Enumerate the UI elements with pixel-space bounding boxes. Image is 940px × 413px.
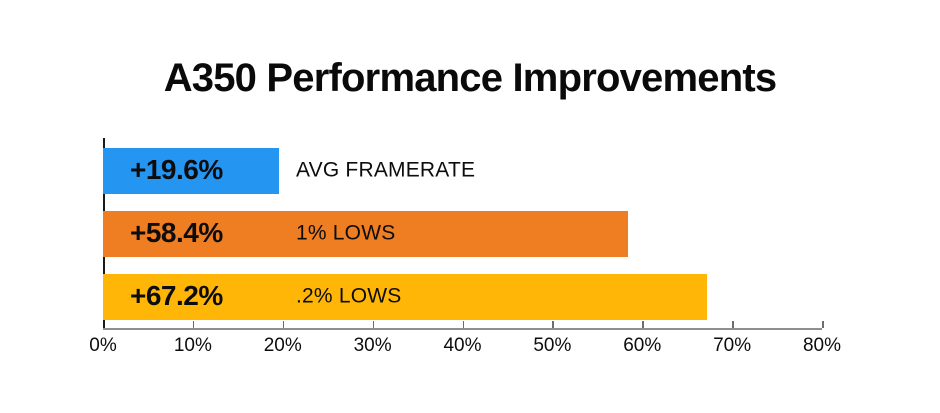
- value-label-2-lows: +67.2%: [130, 280, 223, 312]
- bar-row-avg-framerate: +19.6% AVG FRAMERATE: [103, 148, 822, 194]
- x-tick-10: [192, 321, 195, 328]
- bar-2-lows: [103, 274, 707, 320]
- chart-title: A350 Performance Improvements: [163, 56, 777, 100]
- x-tick-80: [822, 321, 824, 328]
- bar-row-2-lows: +67.2% .2% LOWS: [103, 274, 822, 320]
- x-tick-40: [462, 321, 464, 328]
- x-tick-label-10: 10%: [173, 335, 212, 356]
- bar-avg-framerate: [103, 148, 280, 194]
- value-label-avg-framerate: +19.6%: [130, 154, 223, 186]
- x-tick-label-30: 30%: [353, 335, 392, 356]
- plot-area: +19.6% AVG FRAMERATE +58.4% 1% LOWS +67.2% .2…: [89, 138, 841, 356]
- x-tick-label-0: 0%: [89, 335, 117, 356]
- x-tick-label-20: 20%: [263, 335, 302, 356]
- x-tick-20: [282, 321, 285, 328]
- x-axis-line: [103, 328, 822, 330]
- x-tick-label-60: 60%: [623, 335, 662, 356]
- bar-row-1-lows: +58.4% 1% LOWS: [103, 211, 822, 257]
- x-tick-label-70: 70%: [713, 335, 752, 356]
- bar-1-lows: [103, 211, 628, 257]
- x-tick-60: [642, 321, 644, 328]
- category-label-avg-framerate: AVG FRAMERATE: [296, 158, 476, 182]
- category-label-2-lows: .2% LOWS: [296, 284, 402, 308]
- x-tick-30: [372, 321, 375, 328]
- x-tick-label-40: 40%: [443, 335, 482, 356]
- value-label-1-lows: +58.4%: [130, 217, 223, 249]
- x-tick-70: [732, 321, 734, 328]
- x-tick-label-80: 80%: [802, 335, 842, 356]
- x-tick-50: [552, 321, 554, 328]
- category-label-1-lows: 1% LOWS: [296, 221, 396, 245]
- x-tick-label-50: 50%: [533, 335, 572, 356]
